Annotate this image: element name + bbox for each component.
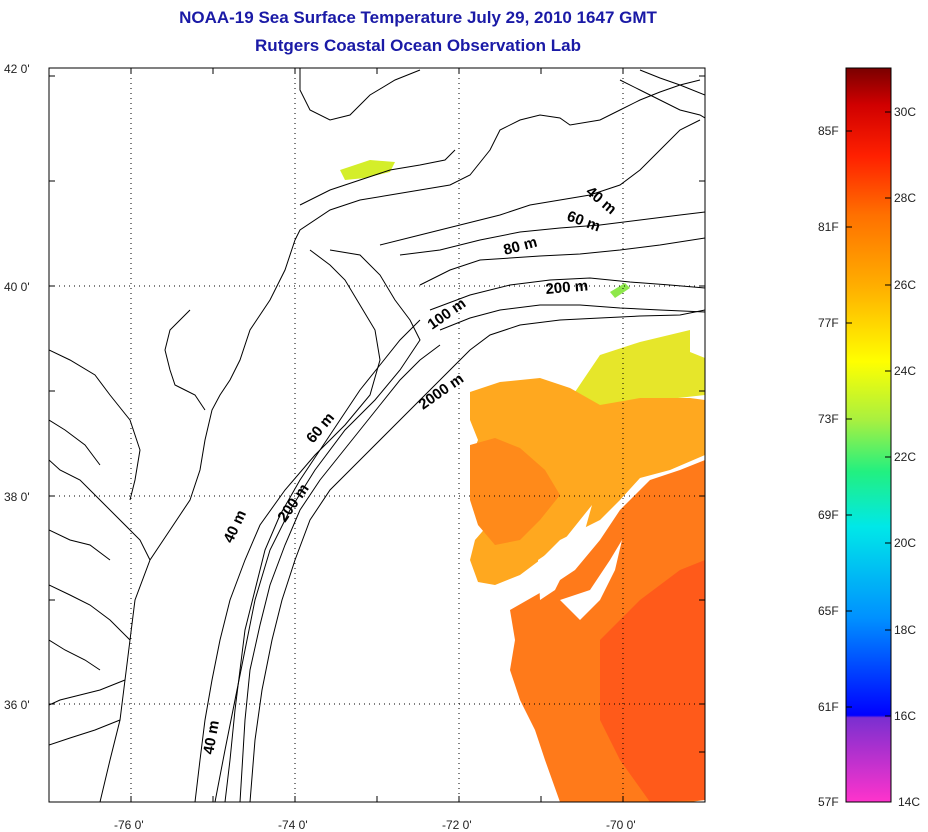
isobath-label: 60 m — [303, 409, 338, 446]
colorbar — [845, 67, 892, 803]
isobath-label: 2000 m — [416, 370, 467, 413]
sst-patch-south-hot — [600, 560, 705, 802]
map-ticks — [49, 68, 705, 802]
sst-patch-gap2 — [560, 540, 622, 620]
colorbar-f-label: 65F — [818, 604, 839, 618]
lon-label-72: -72 0' — [442, 818, 472, 832]
isobath-label: 80 m — [502, 234, 539, 259]
colorbar-f-label: 73F — [818, 412, 839, 426]
colorbar-c-label: 28C — [894, 191, 916, 205]
lon-label-76: -76 0' — [114, 818, 144, 832]
sst-patch-west-warm — [470, 438, 560, 545]
isobath-label: 40 m — [582, 183, 619, 218]
colorbar-f-label: 77F — [818, 316, 839, 330]
colorbar-c-label: 22C — [894, 450, 916, 464]
map-title: NOAA-19 Sea Surface Temperature July 29,… — [179, 8, 657, 27]
isobath-label: 60 m — [565, 208, 603, 236]
lat-label-40: 40 0' — [4, 280, 30, 294]
colorbar-c-label: 30C — [894, 105, 916, 119]
colorbar-f-label: 57F — [818, 795, 839, 809]
lat-label-42: 42 0' — [4, 62, 30, 76]
colorbar-f-label: 69F — [818, 508, 839, 522]
coastline — [49, 68, 705, 802]
colorbar-c-label: 20C — [894, 536, 916, 550]
lat-label-38: 38 0' — [4, 490, 30, 504]
sst-patch-li — [340, 160, 395, 180]
colorbar-f-label: 61F — [818, 700, 839, 714]
colorbar-c-label: 24C — [894, 364, 916, 378]
lon-label-74: -74 0' — [278, 818, 308, 832]
colorbar-c-label: 26C — [894, 278, 916, 292]
lat-label-36: 36 0' — [4, 698, 30, 712]
colorbar-ticks — [846, 111, 891, 717]
sst-data — [340, 160, 705, 802]
colorbar-c-label: 16C — [894, 709, 916, 723]
isobath-label: 200 m — [274, 481, 312, 526]
isobath-label: 40 m — [220, 508, 250, 546]
sst-patch-north — [575, 330, 705, 410]
colorbar-f-label: 81F — [818, 220, 839, 234]
sst-patch-gap — [538, 505, 592, 600]
map-subtitle: Rutgers Coastal Ocean Observation Lab — [255, 36, 581, 55]
lon-label-70: -70 0' — [606, 818, 636, 832]
colorbar-f-label: 85F — [818, 124, 839, 138]
sst-patch-center — [470, 378, 705, 585]
colorbar-c-label: 18C — [894, 623, 916, 637]
isobath-label: 40 m — [200, 719, 223, 756]
sst-patch-shelf — [610, 283, 630, 298]
colorbar-c-label: 14C — [898, 795, 920, 809]
isobath-label: 200 m — [545, 277, 589, 298]
